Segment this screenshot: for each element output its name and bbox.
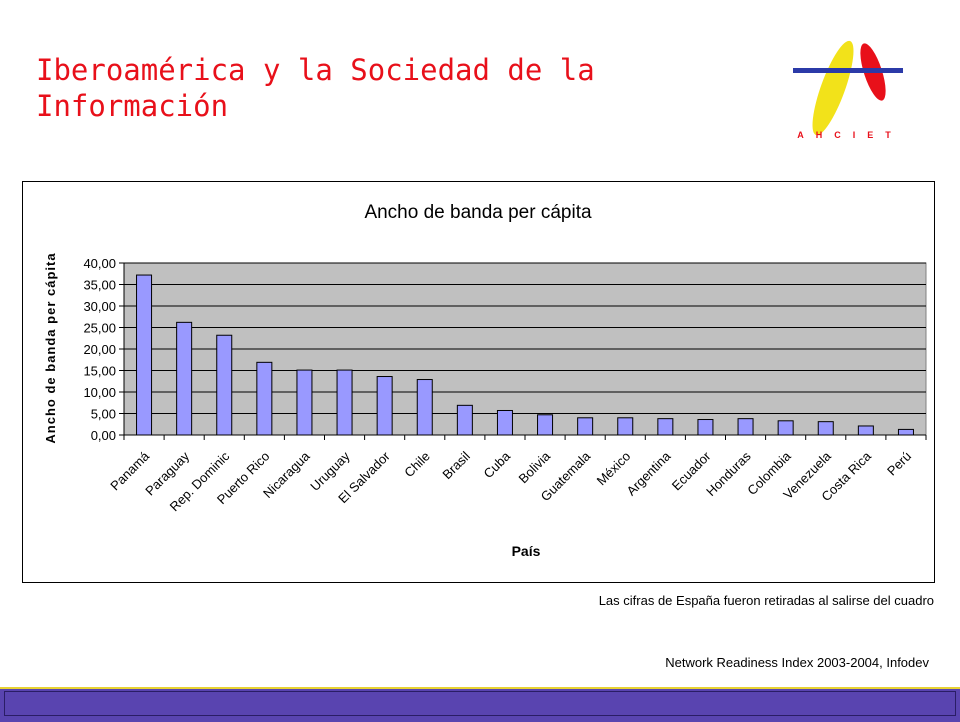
x-tick-label: Chile: [401, 449, 433, 481]
bar: [617, 417, 634, 436]
bar: [857, 425, 874, 436]
bar: [577, 417, 594, 436]
bar: [456, 404, 473, 436]
logo-text: AHCIET: [797, 130, 903, 140]
bar: [136, 274, 153, 436]
x-tick-label: Cuba: [480, 448, 513, 481]
y-tick-label: 35,00: [83, 278, 116, 293]
slide-title: Iberoamérica y la Sociedad de la Informa…: [36, 53, 595, 123]
bar-chart: Ancho de banda per cápita Ancho de banda…: [43, 202, 927, 559]
x-tick-label: Perú: [884, 449, 914, 479]
y-tick-label: 10,00: [83, 385, 116, 400]
chart-frame: Ancho de banda per cápita Ancho de banda…: [22, 181, 935, 583]
footer-bar: [0, 687, 960, 722]
ahciet-logo: AHCIET: [793, 40, 903, 140]
y-axis-label: Ancho de banda per cápita: [43, 252, 58, 443]
bar: [496, 409, 513, 436]
y-tick-label: 30,00: [83, 299, 116, 314]
logo-blue-bar: [793, 68, 903, 73]
x-tick-label: México: [594, 449, 634, 489]
bar: [336, 369, 353, 436]
bar: [817, 421, 834, 436]
bar: [176, 321, 193, 436]
y-tick-label: 40,00: [83, 256, 116, 271]
bar: [777, 420, 794, 436]
footnote: Las cifras de España fueron retiradas al…: [598, 593, 934, 608]
y-tick-label: 15,00: [83, 364, 116, 379]
x-tick-label: Argentina: [624, 448, 675, 499]
bar: [537, 414, 554, 436]
footer-inner-border: [4, 691, 956, 716]
chart-title: Ancho de banda per cápita: [364, 202, 592, 223]
bar: [737, 418, 754, 436]
logo-yellow-stroke: [812, 40, 854, 136]
bar: [697, 419, 714, 436]
bar: [296, 369, 313, 436]
x-tick-label: Bolivia: [515, 448, 553, 486]
x-axis-label: País: [512, 543, 541, 559]
y-tick-label: 25,00: [83, 321, 116, 336]
x-tick-label: Brasil: [439, 448, 473, 482]
x-tick-label: Honduras: [703, 448, 754, 499]
bar: [216, 334, 233, 436]
bar: [376, 376, 393, 436]
y-tick-label: 5,00: [91, 407, 116, 422]
y-tick-label: 20,00: [83, 342, 116, 357]
bar: [256, 361, 273, 436]
bar: [897, 428, 914, 436]
source-citation: Network Readiness Index 2003-2004, Infod…: [665, 655, 929, 670]
y-tick-label: 0,00: [91, 428, 116, 443]
bar: [657, 418, 674, 436]
bar: [416, 379, 433, 436]
